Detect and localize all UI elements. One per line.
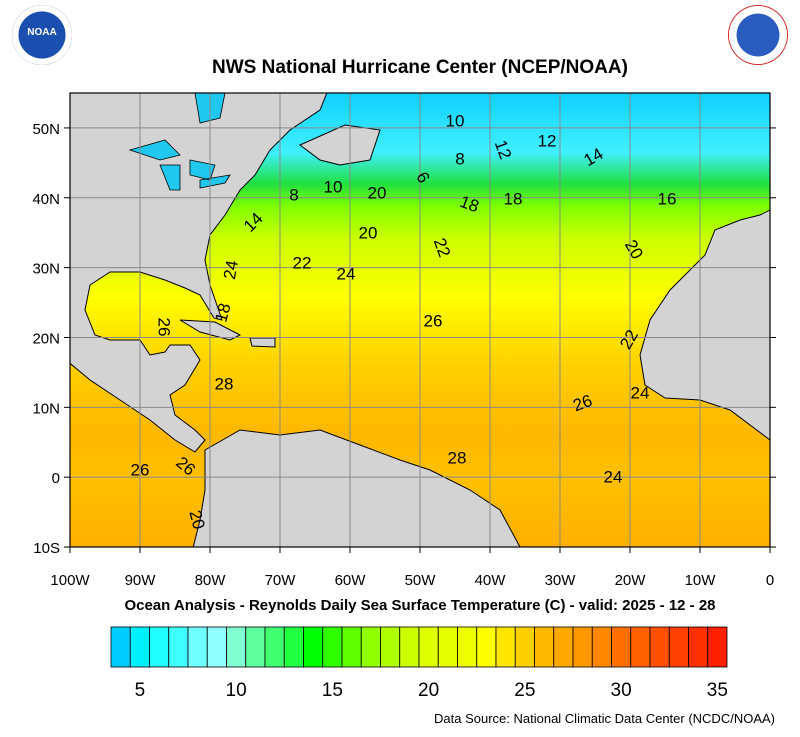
contour-label: 8 xyxy=(455,149,464,168)
noaa-logo-text: NOAA xyxy=(27,27,57,38)
lon-label: 20W xyxy=(615,572,647,589)
lon-label: 10W xyxy=(685,572,717,589)
lon-label: 100W xyxy=(50,572,90,589)
noaa-logo: NOAA xyxy=(12,5,72,65)
contour-label: 20 xyxy=(359,223,378,242)
lon-label: 0 xyxy=(766,572,774,589)
contour-label: 8 xyxy=(289,185,298,204)
europe-africa xyxy=(639,93,770,441)
lon-label: 70W xyxy=(265,572,297,589)
contour-label: 24 xyxy=(604,467,623,486)
contour-label: 16 xyxy=(658,189,677,208)
nws-logo xyxy=(728,5,788,65)
contour-label: 10 xyxy=(446,111,465,130)
contour-label: 28 xyxy=(215,374,234,393)
lon-label: 40W xyxy=(475,572,507,589)
great-lakes xyxy=(128,139,231,191)
hispaniola xyxy=(249,337,276,348)
contour-label: 18 xyxy=(211,301,234,324)
lat-label: 10N xyxy=(32,400,60,417)
contour-label: 24 xyxy=(631,383,650,402)
contour-label: 26 xyxy=(131,460,150,479)
data-source: Data Source: National Climatic Data Cent… xyxy=(434,711,775,726)
south-america xyxy=(192,429,522,547)
lon-label: 50W xyxy=(405,572,437,589)
contour-label: 12 xyxy=(538,131,557,150)
contour-label: 18 xyxy=(504,189,523,208)
lat-label: 10S xyxy=(33,540,60,557)
contour-label: 26 xyxy=(424,311,443,330)
lon-label: 80W xyxy=(195,572,227,589)
map-subtitle: Ocean Analysis - Reynolds Daily Sea Surf… xyxy=(124,597,716,614)
contour-label: 22 xyxy=(293,253,312,272)
map-title: NWS National Hurricane Center (NCEP/NOAA… xyxy=(212,57,628,78)
lat-label: 30N xyxy=(32,261,60,278)
contour-label: 28 xyxy=(448,448,467,467)
lon-label: 90W xyxy=(125,572,157,589)
contour-label: 24 xyxy=(220,259,242,281)
lon-label: 60W xyxy=(335,572,367,589)
north-america xyxy=(70,93,328,453)
lat-label: 20N xyxy=(32,330,60,347)
newfoundland xyxy=(299,124,381,166)
lat-label: 0 xyxy=(52,470,60,487)
contour-label: 10 xyxy=(324,177,343,196)
contour-label: 20 xyxy=(185,508,208,531)
lat-label: 50N xyxy=(32,121,60,138)
lon-label: 30W xyxy=(545,572,577,589)
contour-label: 26 xyxy=(155,318,174,337)
lat-label: 40N xyxy=(32,191,60,208)
contour-label: 24 xyxy=(337,264,356,283)
contour-label: 20 xyxy=(368,183,387,202)
